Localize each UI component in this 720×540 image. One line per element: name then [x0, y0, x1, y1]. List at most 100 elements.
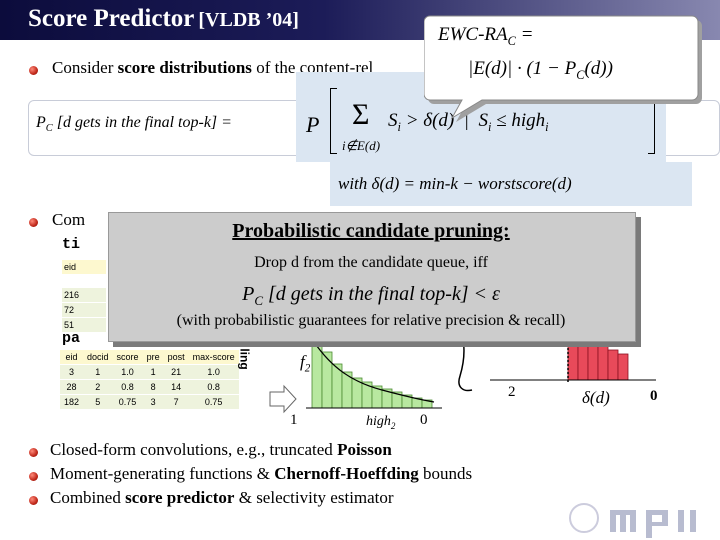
header-cell: post — [163, 350, 189, 365]
text: Combined — [50, 488, 126, 507]
cell: 7 — [163, 394, 189, 410]
cell: 3 — [60, 364, 84, 380]
cell: 1 — [83, 364, 113, 380]
histogram-1 — [306, 339, 442, 409]
header-cell: score — [112, 350, 143, 365]
bracket-left — [330, 88, 337, 154]
table-row: 3 1 1.0 1 21 1.0 — [60, 364, 239, 380]
code-fragment: pa — [62, 330, 81, 347]
cell: 0.75 — [112, 394, 143, 410]
subscript: 2 — [304, 362, 311, 375]
subscript: 2 — [390, 420, 396, 431]
logo-seal — [569, 503, 599, 533]
with-box — [330, 162, 692, 206]
table-fragment: eid 216 72 51 — [62, 260, 106, 332]
subscript: C — [507, 33, 516, 48]
bar — [617, 353, 629, 381]
text: [d gets in the final top-k] = — [52, 114, 232, 131]
formula-with: with δ(d) = min-k − worstscore(d) — [338, 174, 572, 193]
definition: PC [d gets in the final top-k] = — [36, 114, 232, 134]
header-cell: pre — [142, 350, 164, 365]
pruning-heading: Probabilistic candidate pruning: — [232, 220, 510, 242]
arrow-shape — [269, 384, 297, 414]
pruning-condition: PC [d gets in the final top-k] < ε — [108, 283, 634, 309]
pruning-line-1: Drop d from the candidate queue, iff — [254, 254, 488, 271]
title: Score Predictor [VLDB ’04] — [28, 5, 299, 33]
text: f — [300, 352, 305, 371]
hist1-x-mid: high2 — [366, 414, 395, 431]
text-bold: Poisson — [337, 440, 392, 459]
text: & selectivity estimator — [234, 488, 394, 507]
pruning-box — [108, 212, 636, 342]
text: (d)) — [584, 58, 613, 79]
cell: 28 — [60, 379, 84, 395]
cell: 216 — [62, 288, 106, 302]
subscript: i — [487, 119, 492, 134]
subscript: i — [397, 119, 401, 134]
bullet-text: Moment-generating functions & Chernoff-H… — [50, 464, 472, 484]
cell: 3 — [142, 394, 164, 410]
bullet — [29, 496, 38, 505]
title-venue: [VLDB ’04] — [198, 9, 299, 31]
formula-sum: Σ — [352, 98, 370, 131]
bullet — [29, 472, 38, 481]
cell: 21 — [163, 364, 189, 380]
callout-body — [424, 15, 699, 120]
pruning-line-3: (with probabilistic guarantees for relat… — [176, 312, 566, 329]
text: bounds — [418, 464, 473, 483]
text: Moment-generating functions & — [50, 464, 275, 483]
bullet — [29, 66, 38, 75]
bullet — [29, 218, 38, 227]
cell: 1.0 — [112, 364, 143, 380]
formula-prob: P — [306, 112, 320, 137]
code-fragment: ti — [62, 236, 81, 253]
subscript: C — [254, 293, 263, 308]
bullet-text: Combined score predictor & selectivity e… — [50, 488, 394, 508]
text-bold: score predictor — [125, 488, 235, 507]
text: > δ(d) | S — [400, 110, 488, 131]
cell: 8 — [142, 379, 164, 395]
bar — [587, 341, 599, 381]
text: S — [388, 110, 398, 131]
cell: 1 — [142, 364, 164, 380]
subscript: C — [576, 67, 585, 82]
text: EWC-RA — [438, 24, 508, 45]
text: P — [242, 283, 255, 305]
density-curve — [313, 341, 435, 403]
cell: 72 — [62, 303, 106, 317]
cell: 14 — [163, 379, 189, 395]
text: P — [36, 114, 46, 131]
callout-rhs: |E(d)| · (1 − PC(d)) — [468, 58, 613, 83]
cell: 0.8 — [112, 379, 143, 395]
bullet-text: Closed-form convolutions, e.g., truncate… — [50, 440, 392, 460]
callout-shape — [424, 15, 702, 122]
cell: eid — [62, 260, 106, 274]
logo-mark — [610, 510, 696, 538]
hist1-label: f2 — [300, 352, 310, 374]
text: ≤ high — [491, 110, 546, 131]
bullet-text: Com — [52, 210, 86, 229]
cell: 51 — [62, 318, 106, 332]
formula-body: Si > δ(d) | Si ≤ highi — [388, 110, 549, 135]
subscript: C — [45, 123, 53, 135]
cell: 182 — [60, 394, 84, 410]
text: |E(d)| · (1 − P — [468, 58, 577, 79]
cell: 2 — [83, 379, 113, 395]
header-cell: max-score — [188, 350, 239, 365]
title-main: Score Predictor — [28, 5, 195, 32]
text: Consider — [52, 58, 118, 77]
bar — [321, 351, 333, 409]
cell: 1.0 — [188, 364, 239, 380]
text: Closed-form convolutions, e.g., truncate… — [50, 440, 338, 459]
header-cell: eid — [60, 350, 84, 365]
hist1-x-right: 0 — [420, 412, 428, 428]
bar — [597, 345, 609, 381]
table: eid docid score pre post max-score 3 1 1.0 1 21 1.0… — [60, 350, 239, 410]
arrow — [269, 384, 297, 414]
hist2-x-mid: δ(d) — [582, 388, 610, 407]
text-bold: score distributions — [117, 58, 252, 77]
formula-sum-index: i∉E(d) — [342, 138, 381, 153]
text: [d gets in the final top-k] < ε — [262, 283, 500, 305]
subscript: i — [545, 119, 549, 134]
